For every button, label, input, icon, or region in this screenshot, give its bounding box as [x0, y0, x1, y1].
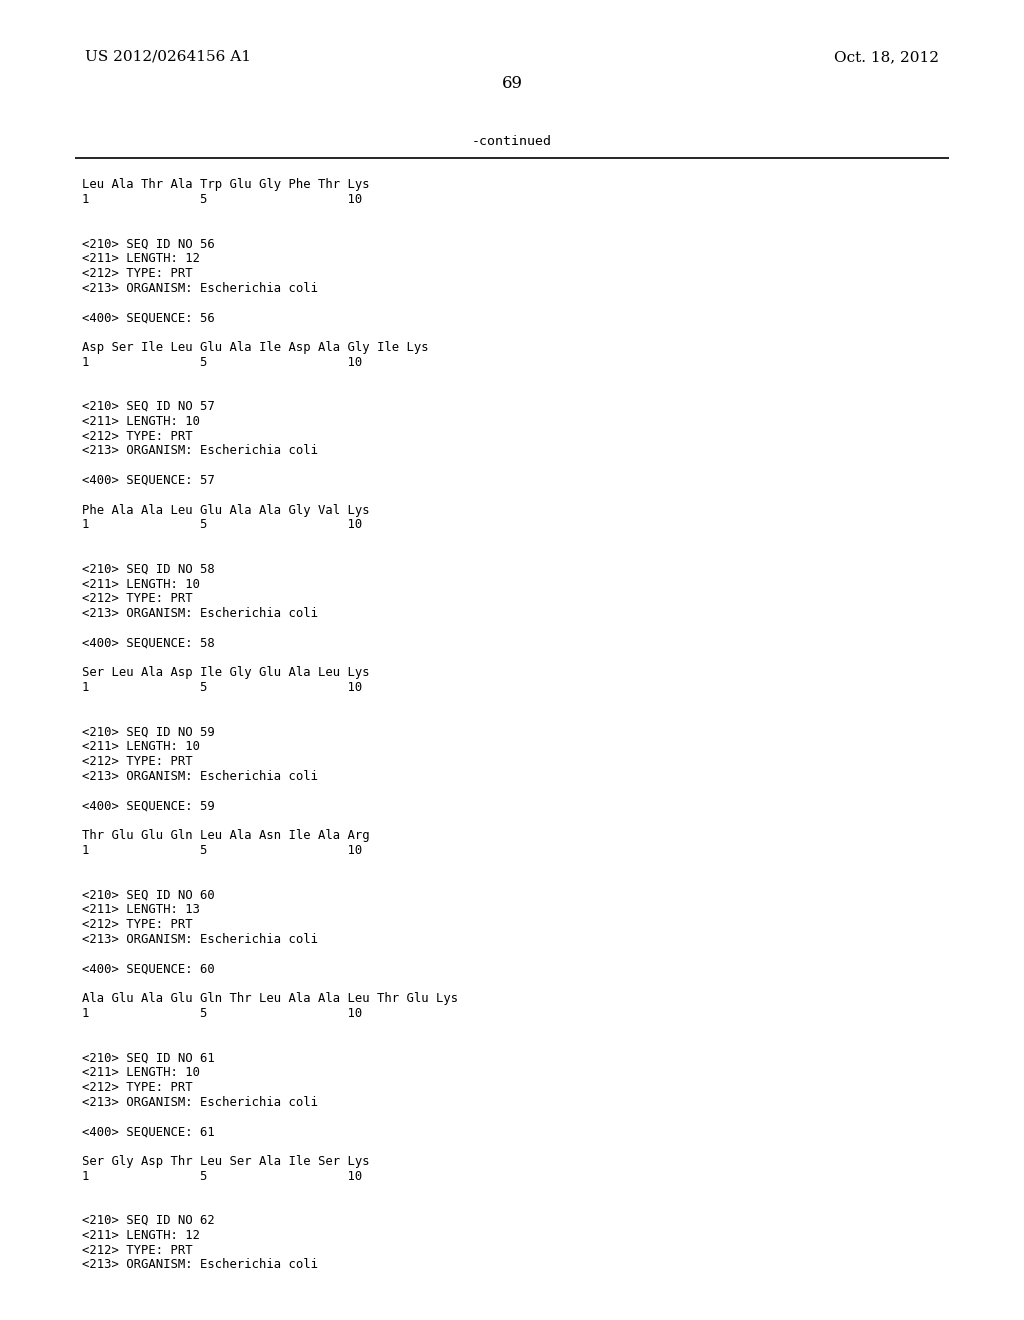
- Text: <211> LENGTH: 10: <211> LENGTH: 10: [82, 414, 200, 428]
- Text: <400> SEQUENCE: 58: <400> SEQUENCE: 58: [82, 636, 215, 649]
- Text: <211> LENGTH: 10: <211> LENGTH: 10: [82, 578, 200, 590]
- Text: 69: 69: [502, 75, 522, 92]
- Text: 1               5                   10: 1 5 10: [82, 843, 362, 857]
- Text: <210> SEQ ID NO 57: <210> SEQ ID NO 57: [82, 400, 215, 413]
- Text: <213> ORGANISM: Escherichia coli: <213> ORGANISM: Escherichia coli: [82, 1096, 318, 1109]
- Text: <210> SEQ ID NO 60: <210> SEQ ID NO 60: [82, 888, 215, 902]
- Text: <211> LENGTH: 10: <211> LENGTH: 10: [82, 1067, 200, 1078]
- Text: Ala Glu Ala Glu Gln Thr Leu Ala Ala Leu Thr Glu Lys: Ala Glu Ala Glu Gln Thr Leu Ala Ala Leu …: [82, 993, 458, 1005]
- Text: <210> SEQ ID NO 61: <210> SEQ ID NO 61: [82, 1051, 215, 1064]
- Text: 1               5                   10: 1 5 10: [82, 1007, 362, 1020]
- Text: <210> SEQ ID NO 62: <210> SEQ ID NO 62: [82, 1214, 215, 1228]
- Text: <213> ORGANISM: Escherichia coli: <213> ORGANISM: Escherichia coli: [82, 770, 318, 783]
- Text: <210> SEQ ID NO 59: <210> SEQ ID NO 59: [82, 726, 215, 739]
- Text: Leu Ala Thr Ala Trp Glu Gly Phe Thr Lys: Leu Ala Thr Ala Trp Glu Gly Phe Thr Lys: [82, 178, 370, 191]
- Text: <400> SEQUENCE: 60: <400> SEQUENCE: 60: [82, 962, 215, 975]
- Text: <400> SEQUENCE: 61: <400> SEQUENCE: 61: [82, 1125, 215, 1138]
- Text: <211> LENGTH: 12: <211> LENGTH: 12: [82, 1229, 200, 1242]
- Text: 1               5                   10: 1 5 10: [82, 193, 362, 206]
- Text: <210> SEQ ID NO 58: <210> SEQ ID NO 58: [82, 562, 215, 576]
- Text: <400> SEQUENCE: 59: <400> SEQUENCE: 59: [82, 800, 215, 813]
- Text: Phe Ala Ala Leu Glu Ala Ala Gly Val Lys: Phe Ala Ala Leu Glu Ala Ala Gly Val Lys: [82, 504, 370, 516]
- Text: <212> TYPE: PRT: <212> TYPE: PRT: [82, 1243, 193, 1257]
- Text: 1               5                   10: 1 5 10: [82, 1170, 362, 1183]
- Text: <212> TYPE: PRT: <212> TYPE: PRT: [82, 593, 193, 606]
- Text: 1               5                   10: 1 5 10: [82, 519, 362, 532]
- Text: 1               5                   10: 1 5 10: [82, 681, 362, 694]
- Text: Asp Ser Ile Leu Glu Ala Ile Asp Ala Gly Ile Lys: Asp Ser Ile Leu Glu Ala Ile Asp Ala Gly …: [82, 341, 429, 354]
- Text: <213> ORGANISM: Escherichia coli: <213> ORGANISM: Escherichia coli: [82, 281, 318, 294]
- Text: -continued: -continued: [472, 135, 552, 148]
- Text: <212> TYPE: PRT: <212> TYPE: PRT: [82, 429, 193, 442]
- Text: <212> TYPE: PRT: <212> TYPE: PRT: [82, 267, 193, 280]
- Text: <212> TYPE: PRT: <212> TYPE: PRT: [82, 917, 193, 931]
- Text: <212> TYPE: PRT: <212> TYPE: PRT: [82, 755, 193, 768]
- Text: US 2012/0264156 A1: US 2012/0264156 A1: [85, 50, 251, 63]
- Text: 1               5                   10: 1 5 10: [82, 355, 362, 368]
- Text: <211> LENGTH: 10: <211> LENGTH: 10: [82, 741, 200, 754]
- Text: Ser Leu Ala Asp Ile Gly Glu Ala Leu Lys: Ser Leu Ala Asp Ile Gly Glu Ala Leu Lys: [82, 667, 370, 680]
- Text: <211> LENGTH: 13: <211> LENGTH: 13: [82, 903, 200, 916]
- Text: <212> TYPE: PRT: <212> TYPE: PRT: [82, 1081, 193, 1094]
- Text: Thr Glu Glu Gln Leu Ala Asn Ile Ala Arg: Thr Glu Glu Gln Leu Ala Asn Ile Ala Arg: [82, 829, 370, 842]
- Text: Oct. 18, 2012: Oct. 18, 2012: [834, 50, 939, 63]
- Text: <400> SEQUENCE: 57: <400> SEQUENCE: 57: [82, 474, 215, 487]
- Text: <213> ORGANISM: Escherichia coli: <213> ORGANISM: Escherichia coli: [82, 1258, 318, 1271]
- Text: <213> ORGANISM: Escherichia coli: <213> ORGANISM: Escherichia coli: [82, 445, 318, 458]
- Text: <400> SEQUENCE: 56: <400> SEQUENCE: 56: [82, 312, 215, 325]
- Text: <210> SEQ ID NO 56: <210> SEQ ID NO 56: [82, 238, 215, 251]
- Text: <211> LENGTH: 12: <211> LENGTH: 12: [82, 252, 200, 265]
- Text: <213> ORGANISM: Escherichia coli: <213> ORGANISM: Escherichia coli: [82, 607, 318, 620]
- Text: Ser Gly Asp Thr Leu Ser Ala Ile Ser Lys: Ser Gly Asp Thr Leu Ser Ala Ile Ser Lys: [82, 1155, 370, 1168]
- Text: <213> ORGANISM: Escherichia coli: <213> ORGANISM: Escherichia coli: [82, 933, 318, 946]
